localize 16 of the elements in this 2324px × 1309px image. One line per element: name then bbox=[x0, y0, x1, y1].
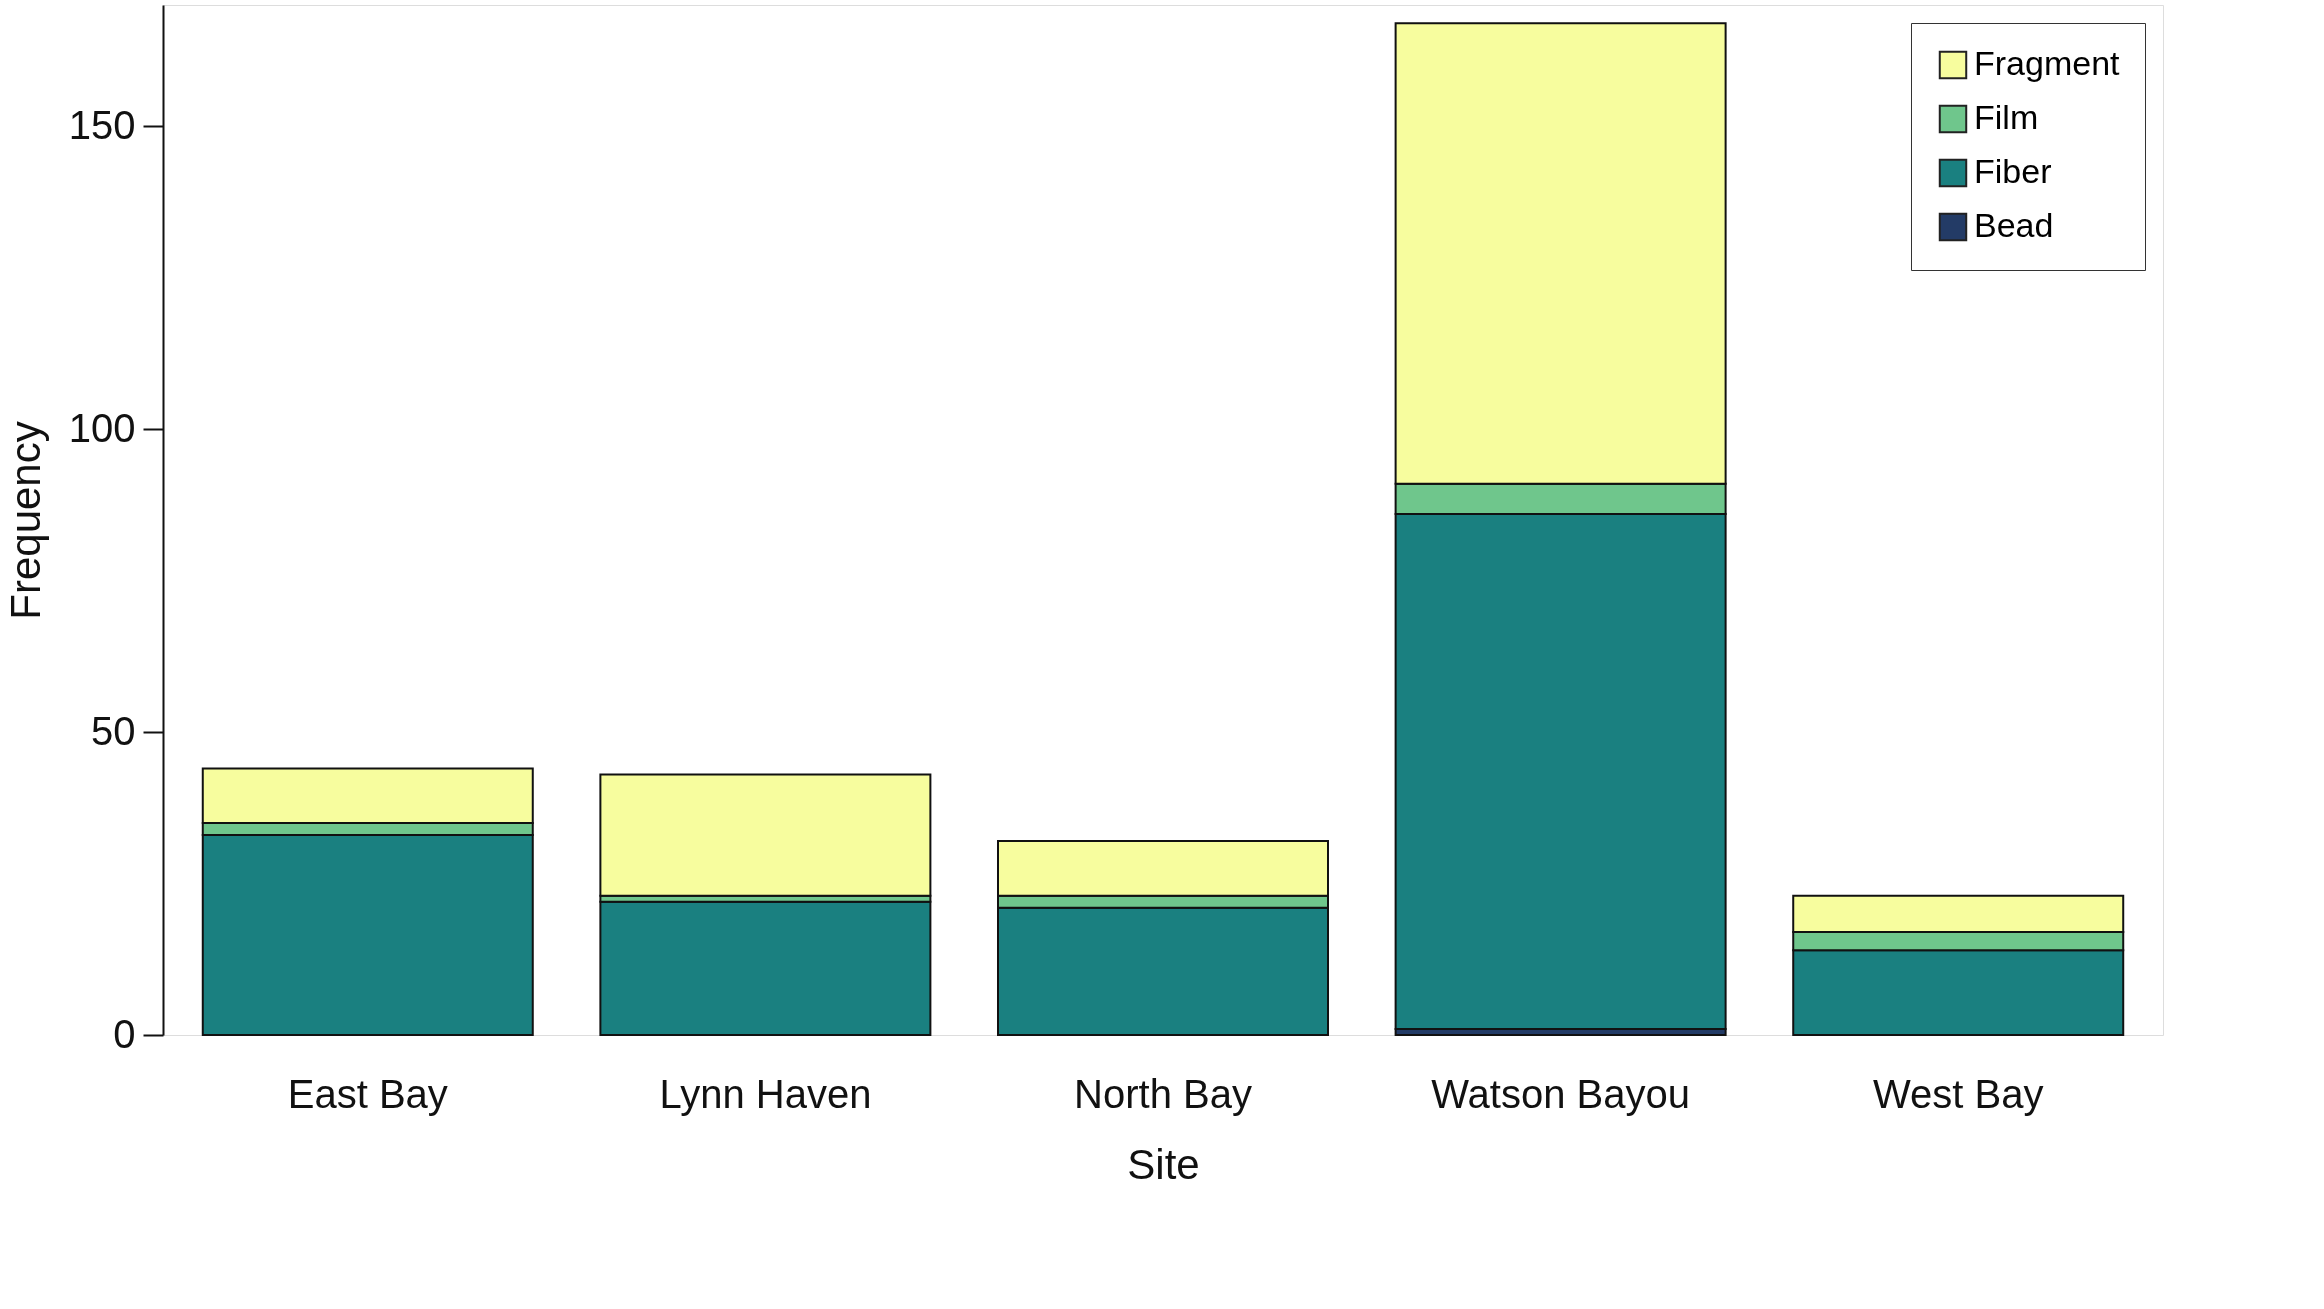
x-tick-label: North Bay bbox=[1074, 1071, 1252, 1116]
legend-label: Fiber bbox=[1974, 152, 2052, 190]
x-tick-label: Watson Bayou bbox=[1431, 1071, 1690, 1116]
x-tick-label: Lynn Haven bbox=[659, 1071, 872, 1116]
y-tick-label: 50 bbox=[91, 708, 136, 753]
y-tick-label: 150 bbox=[68, 102, 136, 147]
x-tick-label: West Bay bbox=[1873, 1071, 2044, 1116]
legend-label: Bead bbox=[1974, 206, 2054, 244]
y-tick-label: 0 bbox=[113, 1011, 136, 1056]
bar bbox=[599, 900, 932, 1036]
y-axis-title: Frequency bbox=[1, 421, 49, 620]
y-tick-label: 100 bbox=[68, 405, 136, 450]
legend-label: Fragment bbox=[1974, 44, 2121, 82]
legend-label: Film bbox=[1974, 98, 2039, 136]
x-axis-title: Site bbox=[1127, 1140, 1200, 1188]
x-tick-label: East Bay bbox=[287, 1071, 448, 1116]
